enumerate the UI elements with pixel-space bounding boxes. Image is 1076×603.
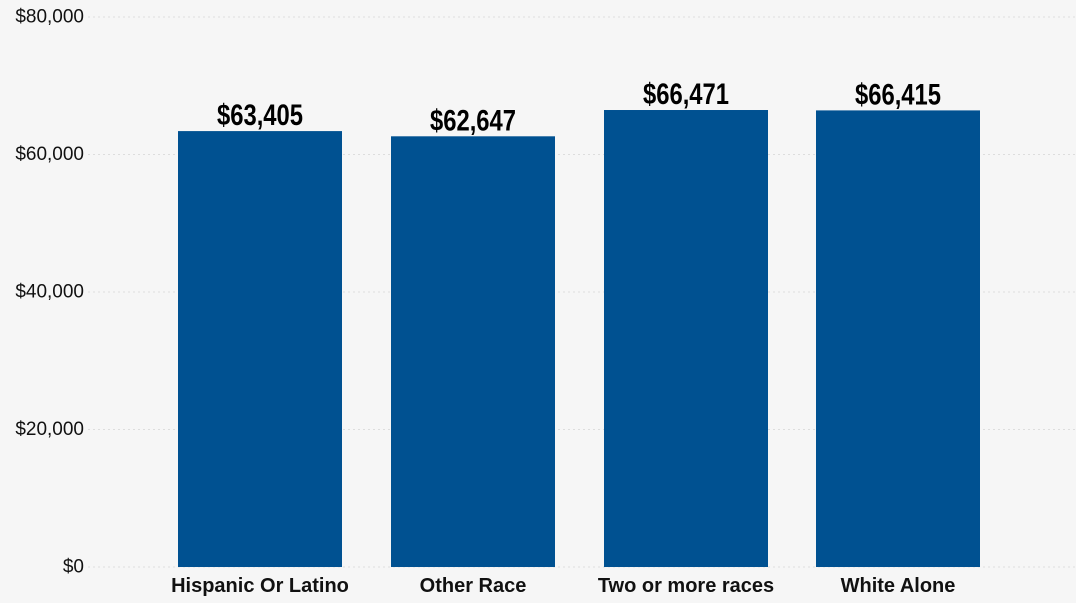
x-category-label: Other Race	[420, 575, 527, 597]
bar[interactable]	[816, 110, 980, 567]
bar-value-label: $62,647	[430, 104, 516, 137]
x-category-label: Two or more races	[598, 575, 774, 597]
y-tick-label: $60,000	[15, 144, 84, 165]
bar-value-label: $63,405	[217, 99, 303, 132]
y-tick-label: $40,000	[15, 282, 84, 303]
y-tick-label: $80,000	[15, 7, 84, 28]
y-tick-label: $0	[63, 557, 84, 578]
x-category-label: Hispanic Or Latino	[171, 575, 349, 597]
bar-value-label: $66,415	[855, 78, 941, 111]
x-category-label: White Alone	[841, 575, 956, 597]
y-tick-label: $20,000	[15, 419, 84, 440]
bar[interactable]	[604, 110, 768, 567]
bar[interactable]	[391, 136, 555, 567]
bar[interactable]	[178, 131, 342, 567]
bar-value-label: $66,471	[643, 78, 729, 111]
